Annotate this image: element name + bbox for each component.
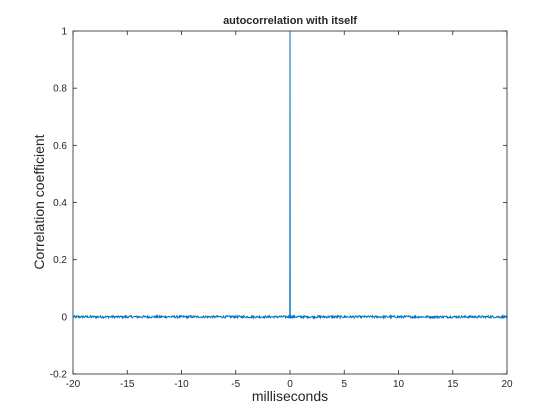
y-tick-label: 0.6: [53, 141, 67, 152]
y-tick-label: 1: [61, 27, 67, 38]
x-tick-label: 10: [393, 379, 405, 390]
x-tick-label: 20: [501, 379, 513, 390]
autocorrelation-series-line: [72, 30, 508, 320]
x-tick-label: 0: [287, 379, 293, 390]
y-axis-ticks: -0.2 0 0.2 0.4 0.6 0.8 1: [50, 27, 507, 381]
y-tick-label: -0.2: [50, 370, 68, 381]
x-tick-label: -20: [66, 379, 81, 390]
x-tick-label: 5: [341, 379, 347, 390]
x-axis-label: milliseconds: [252, 388, 328, 404]
chart-title: autocorrelation with itself: [223, 15, 357, 27]
y-tick-label: 0.4: [53, 198, 67, 209]
series-layer: [72, 30, 508, 320]
x-tick-label: -15: [120, 379, 135, 390]
x-axis-ticks: -20 -15 -10 -5 0 5 10 15 20: [66, 31, 513, 390]
x-tick-label: -5: [231, 379, 240, 390]
y-tick-label: 0: [61, 312, 67, 323]
y-axis-label: Correlation coefficient: [31, 134, 47, 269]
y-tick-label: 0.2: [53, 255, 67, 266]
y-tick-label: 0.8: [53, 84, 67, 95]
x-tick-label: -10: [174, 379, 189, 390]
x-tick-label: 15: [447, 379, 459, 390]
